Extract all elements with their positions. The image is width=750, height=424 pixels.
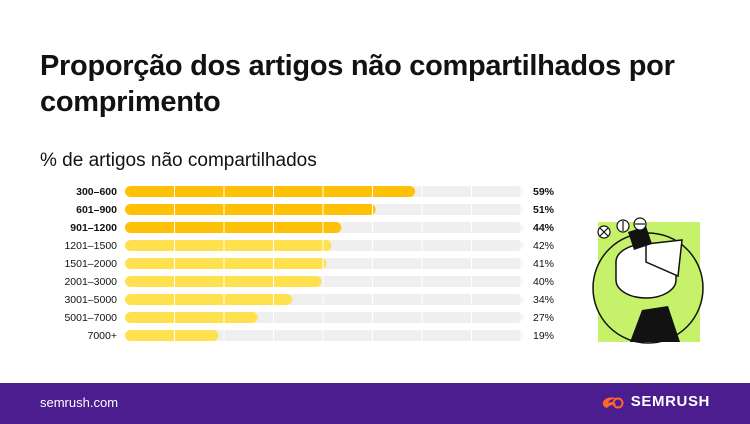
- brand-name: SEMRUSH: [630, 393, 710, 410]
- category-label: 5001–7000: [64, 312, 117, 324]
- value-label: 44%: [533, 222, 555, 234]
- category-label: 3001–5000: [64, 294, 117, 306]
- chart-title: % de artigos não compartilhados: [40, 150, 317, 171]
- value-label: 42%: [533, 240, 554, 252]
- value-label: 27%: [533, 312, 554, 324]
- bar: [125, 204, 376, 215]
- semrush-flame-icon: [602, 396, 624, 408]
- semrush-logo: SEMRUSH: [601, 393, 710, 410]
- value-label: 51%: [533, 204, 555, 216]
- pie-chart-hand-illustration: [592, 217, 704, 344]
- site-url[interactable]: semrush.com: [40, 395, 119, 410]
- category-label: 7000+: [88, 330, 118, 342]
- footer-bar: semrush.com SEMRUSH: [0, 383, 750, 424]
- bar-chart: 300–600 59% 601–900 51% 901–1200 44% 1201–1500…: [64, 186, 555, 342]
- bar: [125, 330, 219, 341]
- category-label: 901–1200: [70, 222, 117, 234]
- value-label: 19%: [533, 330, 554, 342]
- bar: [125, 240, 332, 251]
- category-label: 1501–2000: [64, 258, 117, 270]
- category-label: 601–900: [76, 204, 117, 216]
- value-label: 41%: [533, 258, 554, 270]
- value-label: 40%: [533, 276, 554, 288]
- bar: [125, 276, 322, 287]
- value-label: 34%: [533, 294, 554, 306]
- bar: [125, 186, 415, 197]
- category-label: 300–600: [76, 186, 117, 198]
- bar: [125, 258, 327, 269]
- value-label: 59%: [533, 186, 555, 198]
- bar: [125, 312, 258, 323]
- bar: [125, 294, 293, 305]
- category-label: 2001–3000: [64, 276, 117, 288]
- category-label: 1201–1500: [64, 240, 117, 252]
- bar: [125, 222, 342, 233]
- page-title: Proporção dos artigos não compartilhados…: [40, 50, 675, 118]
